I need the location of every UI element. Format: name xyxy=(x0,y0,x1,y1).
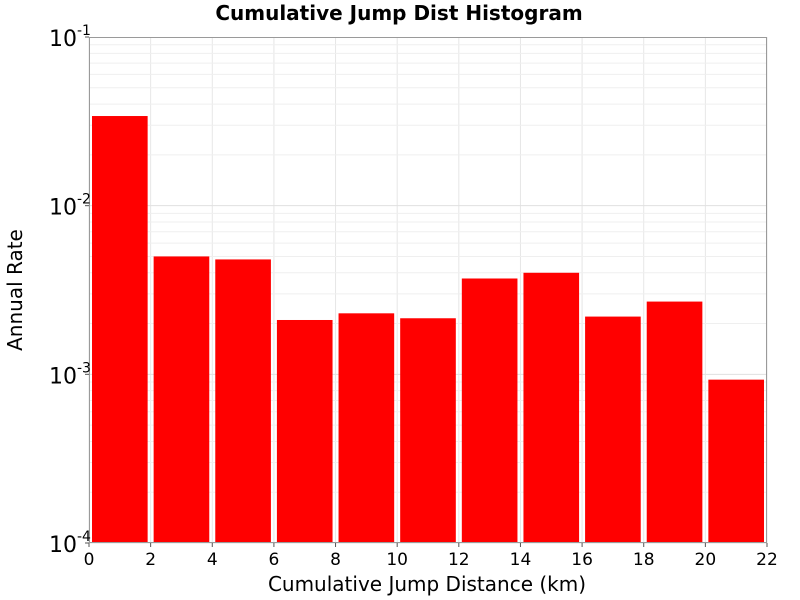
histogram-bar-10 xyxy=(646,301,703,543)
x-tick-label: 20 xyxy=(695,550,717,570)
x-axis-label: Cumulative Jump Distance (km) xyxy=(268,572,586,596)
histogram-bar-11 xyxy=(708,379,764,543)
x-axis-ticks: 0 2 4 6 8 10 12 14 16 18 20 22 xyxy=(84,543,778,570)
histogram-bar-7 xyxy=(461,278,518,543)
histogram-bar-2 xyxy=(153,256,210,543)
histogram-bar-4 xyxy=(276,319,333,543)
y-tick-label: 10-1 xyxy=(49,23,91,52)
y-tick-label: 10-2 xyxy=(49,192,91,221)
histogram-bar-8 xyxy=(523,272,580,543)
plot-frame xyxy=(89,37,767,543)
histogram-bar-9 xyxy=(585,316,641,543)
y-tick-label: 10-4 xyxy=(49,529,91,558)
bars xyxy=(92,116,764,543)
chart-title: Cumulative Jump Dist Histogram xyxy=(215,1,582,25)
y-axis-label: Annual Rate xyxy=(3,229,27,351)
y-tick-label: 10-3 xyxy=(49,360,91,389)
histogram-bar-1 xyxy=(92,116,148,543)
x-tick-label: 10 xyxy=(386,550,408,570)
histogram-bar-5 xyxy=(338,313,395,543)
y-axis-ticks: 10-4 10-3 10-2 10-1 xyxy=(49,23,91,558)
x-tick-label: 2 xyxy=(145,550,156,570)
x-tick-label: 22 xyxy=(756,550,778,570)
x-tick-label: 12 xyxy=(448,550,470,570)
x-tick-label: 4 xyxy=(207,550,218,570)
x-tick-label: 14 xyxy=(510,550,532,570)
x-tick-label: 6 xyxy=(268,550,279,570)
x-tick-label: 16 xyxy=(571,550,593,570)
x-tick-label: 8 xyxy=(330,550,341,570)
histogram-bar-6 xyxy=(400,318,456,543)
histogram-bar-3 xyxy=(215,259,271,543)
plot-border xyxy=(89,37,767,543)
x-tick-label: 0 xyxy=(84,550,95,570)
x-tick-label: 18 xyxy=(633,550,655,570)
